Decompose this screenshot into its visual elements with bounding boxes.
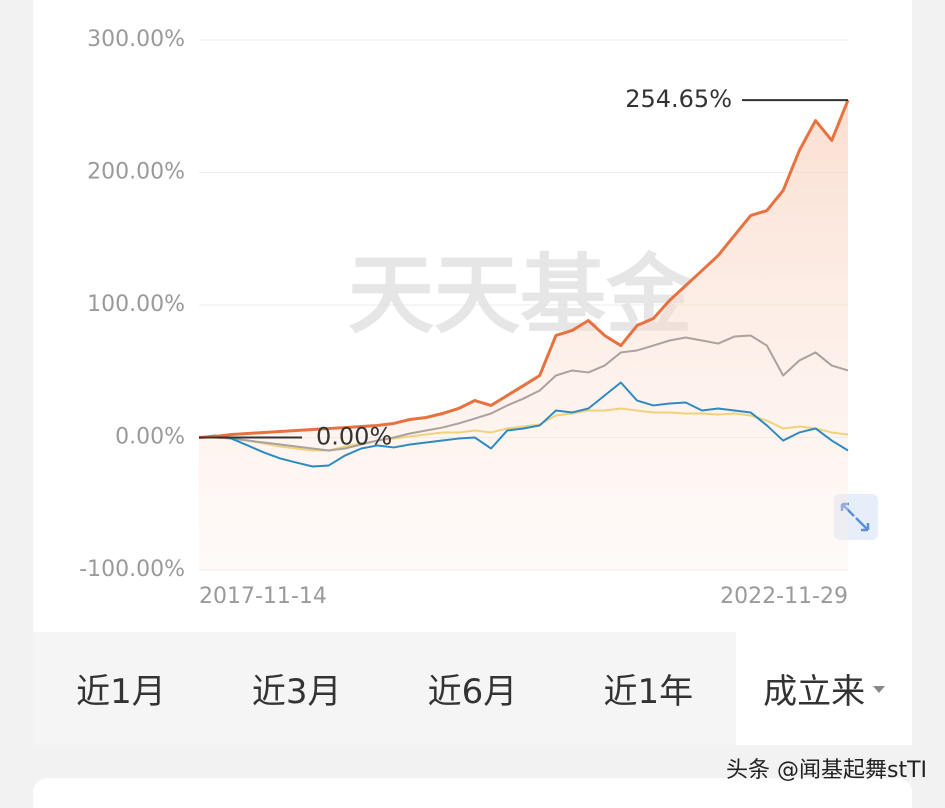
footer: 头条 @闻基起舞stTI: [725, 758, 927, 783]
x-tick-label: 2017-11-14: [199, 584, 327, 609]
range-tabs: 近1月 近3月 近6月 近1年 成立来: [33, 632, 912, 745]
range-tab[interactable]: 近6月: [384, 632, 561, 745]
line: [199, 407, 849, 452]
line: [198, 381, 849, 468]
y-tick-label: 200.00%: [87, 160, 185, 185]
dropdown-arrow: [873, 686, 886, 699]
range-tab[interactable]: 近1年: [560, 632, 737, 745]
tab-label: 近6月: [427, 672, 518, 712]
line: [198, 99, 850, 439]
tab-label: 近1月: [76, 672, 166, 712]
annotation: 254.65%: [625, 85, 732, 113]
x-tick-label: 2022-11-29: [720, 584, 848, 609]
line: [199, 334, 849, 452]
chart: 天天基金 -100.00%0.00%100.00%200.00%300.00%2…: [79, 27, 878, 609]
area: [199, 100, 848, 571]
annotation: 0.00%: [316, 423, 392, 451]
y-tick-label: -100.00%: [79, 557, 185, 582]
tab-label: 近1年: [603, 672, 694, 712]
tab-label: 近3月: [251, 672, 342, 712]
range-tab[interactable]: 近3月: [208, 632, 385, 745]
y-tick-label: 300.00%: [87, 27, 185, 52]
range-tab[interactable]: 近1月: [33, 632, 209, 745]
tab-label: 成立来: [763, 672, 866, 712]
range-tab[interactable]: 成立来: [736, 632, 912, 745]
y-tick-label: 0.00%: [115, 425, 185, 450]
y-tick-label: 100.00%: [87, 292, 185, 317]
